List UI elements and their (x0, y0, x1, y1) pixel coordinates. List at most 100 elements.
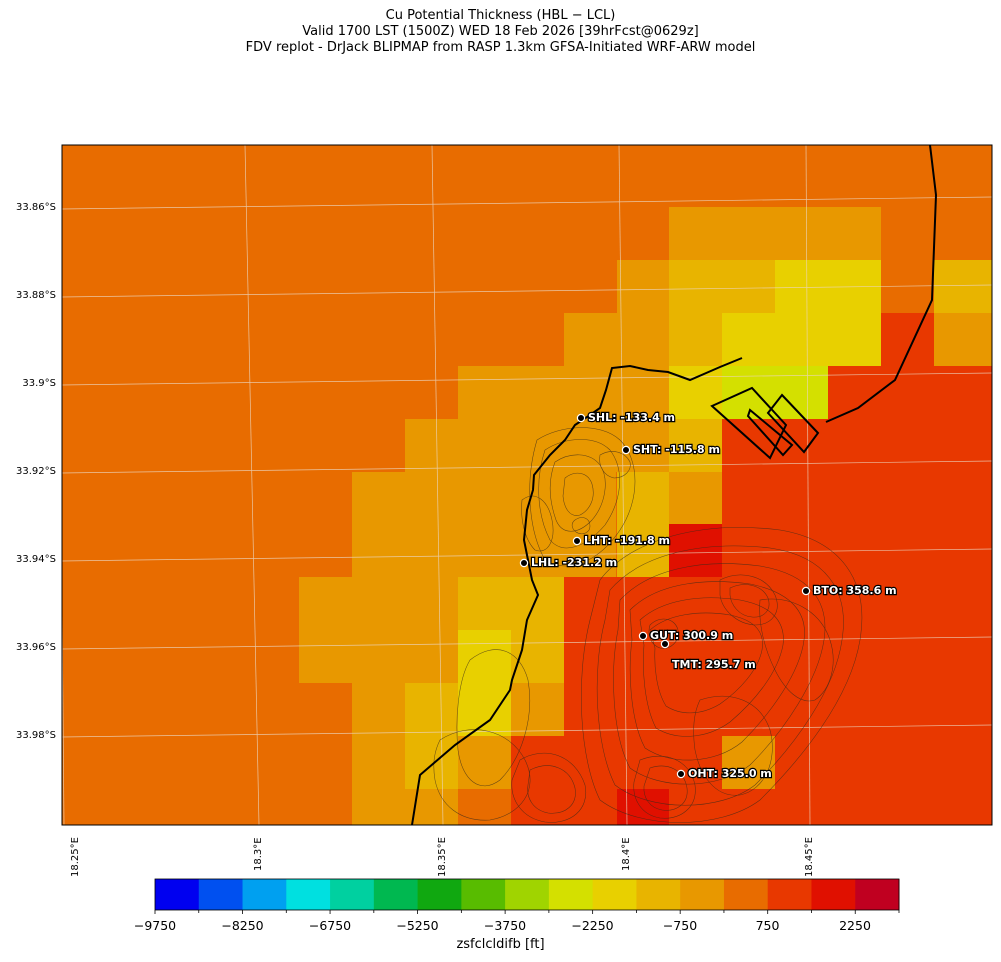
thickness-grid-cell (352, 683, 405, 736)
thickness-grid-cell (511, 789, 617, 825)
colorbar-swatch (461, 879, 506, 910)
colorbar-tick-label: −9750 (133, 918, 177, 933)
colorbar-swatch (330, 879, 375, 910)
thickness-grid-cell (511, 736, 722, 789)
colorbar-swatch (155, 879, 200, 910)
lon-label-18-40: 18.4°E (621, 837, 632, 871)
thickness-grid-cell (299, 577, 458, 630)
station-marker-lht (572, 536, 582, 546)
colorbar-tick-label: −5250 (396, 918, 439, 933)
lat-label-33-98: 33.98°S (16, 730, 56, 741)
map-subtitle-source: FDV replot - DrJack BLIPMAP from RASP 1.… (245, 40, 756, 55)
thickness-grid-cell (722, 736, 775, 789)
thickness-grid-cell (458, 630, 511, 683)
thickness-grid-cell (617, 260, 669, 313)
thickness-grid-cell (828, 419, 992, 472)
colorbar-swatch (286, 879, 331, 910)
colorbar-tick-label: −750 (662, 918, 698, 933)
thickness-grid-cell (934, 260, 992, 313)
thickness-grid-cell (669, 524, 722, 577)
colorbar-swatch (592, 879, 637, 910)
lon-label-18-25: 18.25°E (70, 837, 81, 877)
station-marker-bto (801, 586, 811, 596)
thickness-grid-cell (458, 789, 511, 825)
colorbar-tick-label: −2250 (571, 918, 614, 933)
thickness-grid-cell (722, 472, 992, 524)
colorbar-swatch (767, 879, 812, 910)
colorbar-frame (154, 878, 900, 911)
thickness-grid-cell (881, 313, 934, 366)
station-marker-shl (576, 413, 586, 423)
thickness-grid-cell (352, 789, 458, 825)
lat-label-33-96: 33.96°S (16, 642, 56, 653)
lat-label-33-90: 33.9°S (22, 378, 56, 389)
thickness-grid-cell (669, 789, 992, 825)
colorbar-tick-label: −8250 (221, 918, 264, 933)
thickness-grid-cell (405, 736, 458, 789)
colorbar-swatch (505, 879, 550, 910)
station-label-lht: LHT: -191.8 m (584, 534, 670, 547)
station-label-sht: SHT: -115.8 m (633, 443, 720, 456)
lat-label-33-92: 33.92°S (16, 466, 56, 477)
thickness-grid-cell (299, 630, 458, 683)
colorbar (154, 878, 900, 914)
thickness-grid-cell (564, 313, 669, 366)
thickness-grid-cell (669, 313, 722, 366)
thickness-grid-cell (352, 524, 616, 577)
map-subtitle-valid-time: Valid 1700 LST (1500Z) WED 18 Feb 2026 [… (302, 24, 699, 39)
thickness-grid-cell (617, 789, 669, 825)
thickness-grid-cell (564, 630, 992, 683)
station-label-bto: BTO: 358.6 m (813, 584, 897, 597)
colorbar-swatch (680, 879, 725, 910)
colorbar-swatch (548, 879, 594, 910)
thickness-grid-cell (564, 577, 992, 630)
colorbar-swatch (723, 879, 769, 910)
station-marker-sht (621, 445, 631, 455)
station-label-gut: GUT: 300.9 m (650, 629, 733, 642)
colorbar-tick-label: 750 (755, 918, 780, 933)
colorbar-swatch (373, 879, 419, 910)
thickness-grid-cell (934, 313, 992, 366)
lat-label-33-88: 33.88°S (16, 290, 56, 301)
lat-label-33-94: 33.94°S (16, 554, 56, 565)
thickness-grid-cell (511, 683, 564, 736)
thickness-grid-cell (669, 419, 722, 472)
graticule (62, 145, 992, 825)
terrain-contours (433, 427, 863, 823)
station-marker-oht (676, 769, 686, 779)
thickness-grid-cell (458, 683, 511, 736)
thickness-grid-cell (722, 313, 881, 366)
colorbar-swatch (855, 879, 900, 910)
colorbar-tick-label: −3750 (483, 918, 527, 933)
thickness-grid-cell (669, 472, 722, 524)
colorbar-swatch (198, 879, 244, 910)
thickness-grid-cell (722, 366, 828, 419)
thickness-grid-cell (775, 736, 992, 789)
lon-label-18-45: 18.45°E (804, 837, 815, 877)
thickness-grid-cell (458, 736, 511, 789)
thickness-grid-cell (405, 683, 458, 736)
thickness-grid-cell (458, 366, 669, 419)
thickness-grid-cell (669, 366, 722, 419)
lon-label-18-35: 18.35°E (437, 837, 448, 877)
colorbar-tick-label: −6750 (308, 918, 352, 933)
station-label-shl: SHL: -133.4 m (588, 411, 675, 424)
station-label-lhl: LHL: -231.2 m (531, 556, 617, 569)
station-label-oht: OHT: 325.0 m (688, 767, 772, 780)
thickness-grid-cell (352, 472, 616, 524)
thickness-grid-cell (405, 419, 669, 472)
thickness-grid-cell (617, 524, 669, 577)
colorbar-label: zsfclcldifb [ft] (456, 937, 545, 952)
map-frame (61, 144, 993, 826)
colorbar-swatch (417, 879, 462, 910)
coastline (411, 145, 938, 825)
colorbar-swatch (636, 879, 681, 910)
lon-label-18-30: 18.3°E (253, 837, 264, 871)
stations-layer: SHL: -133.4 m SHT: -115.8 m LHT: -191.8 m L… (519, 410, 898, 781)
station-marker-lhl (519, 558, 529, 568)
colorbar-swatch (242, 879, 287, 910)
thickness-grid-cells (299, 207, 992, 825)
lat-label-33-86: 33.86°S (16, 202, 56, 213)
station-marker-tmt (660, 639, 670, 649)
